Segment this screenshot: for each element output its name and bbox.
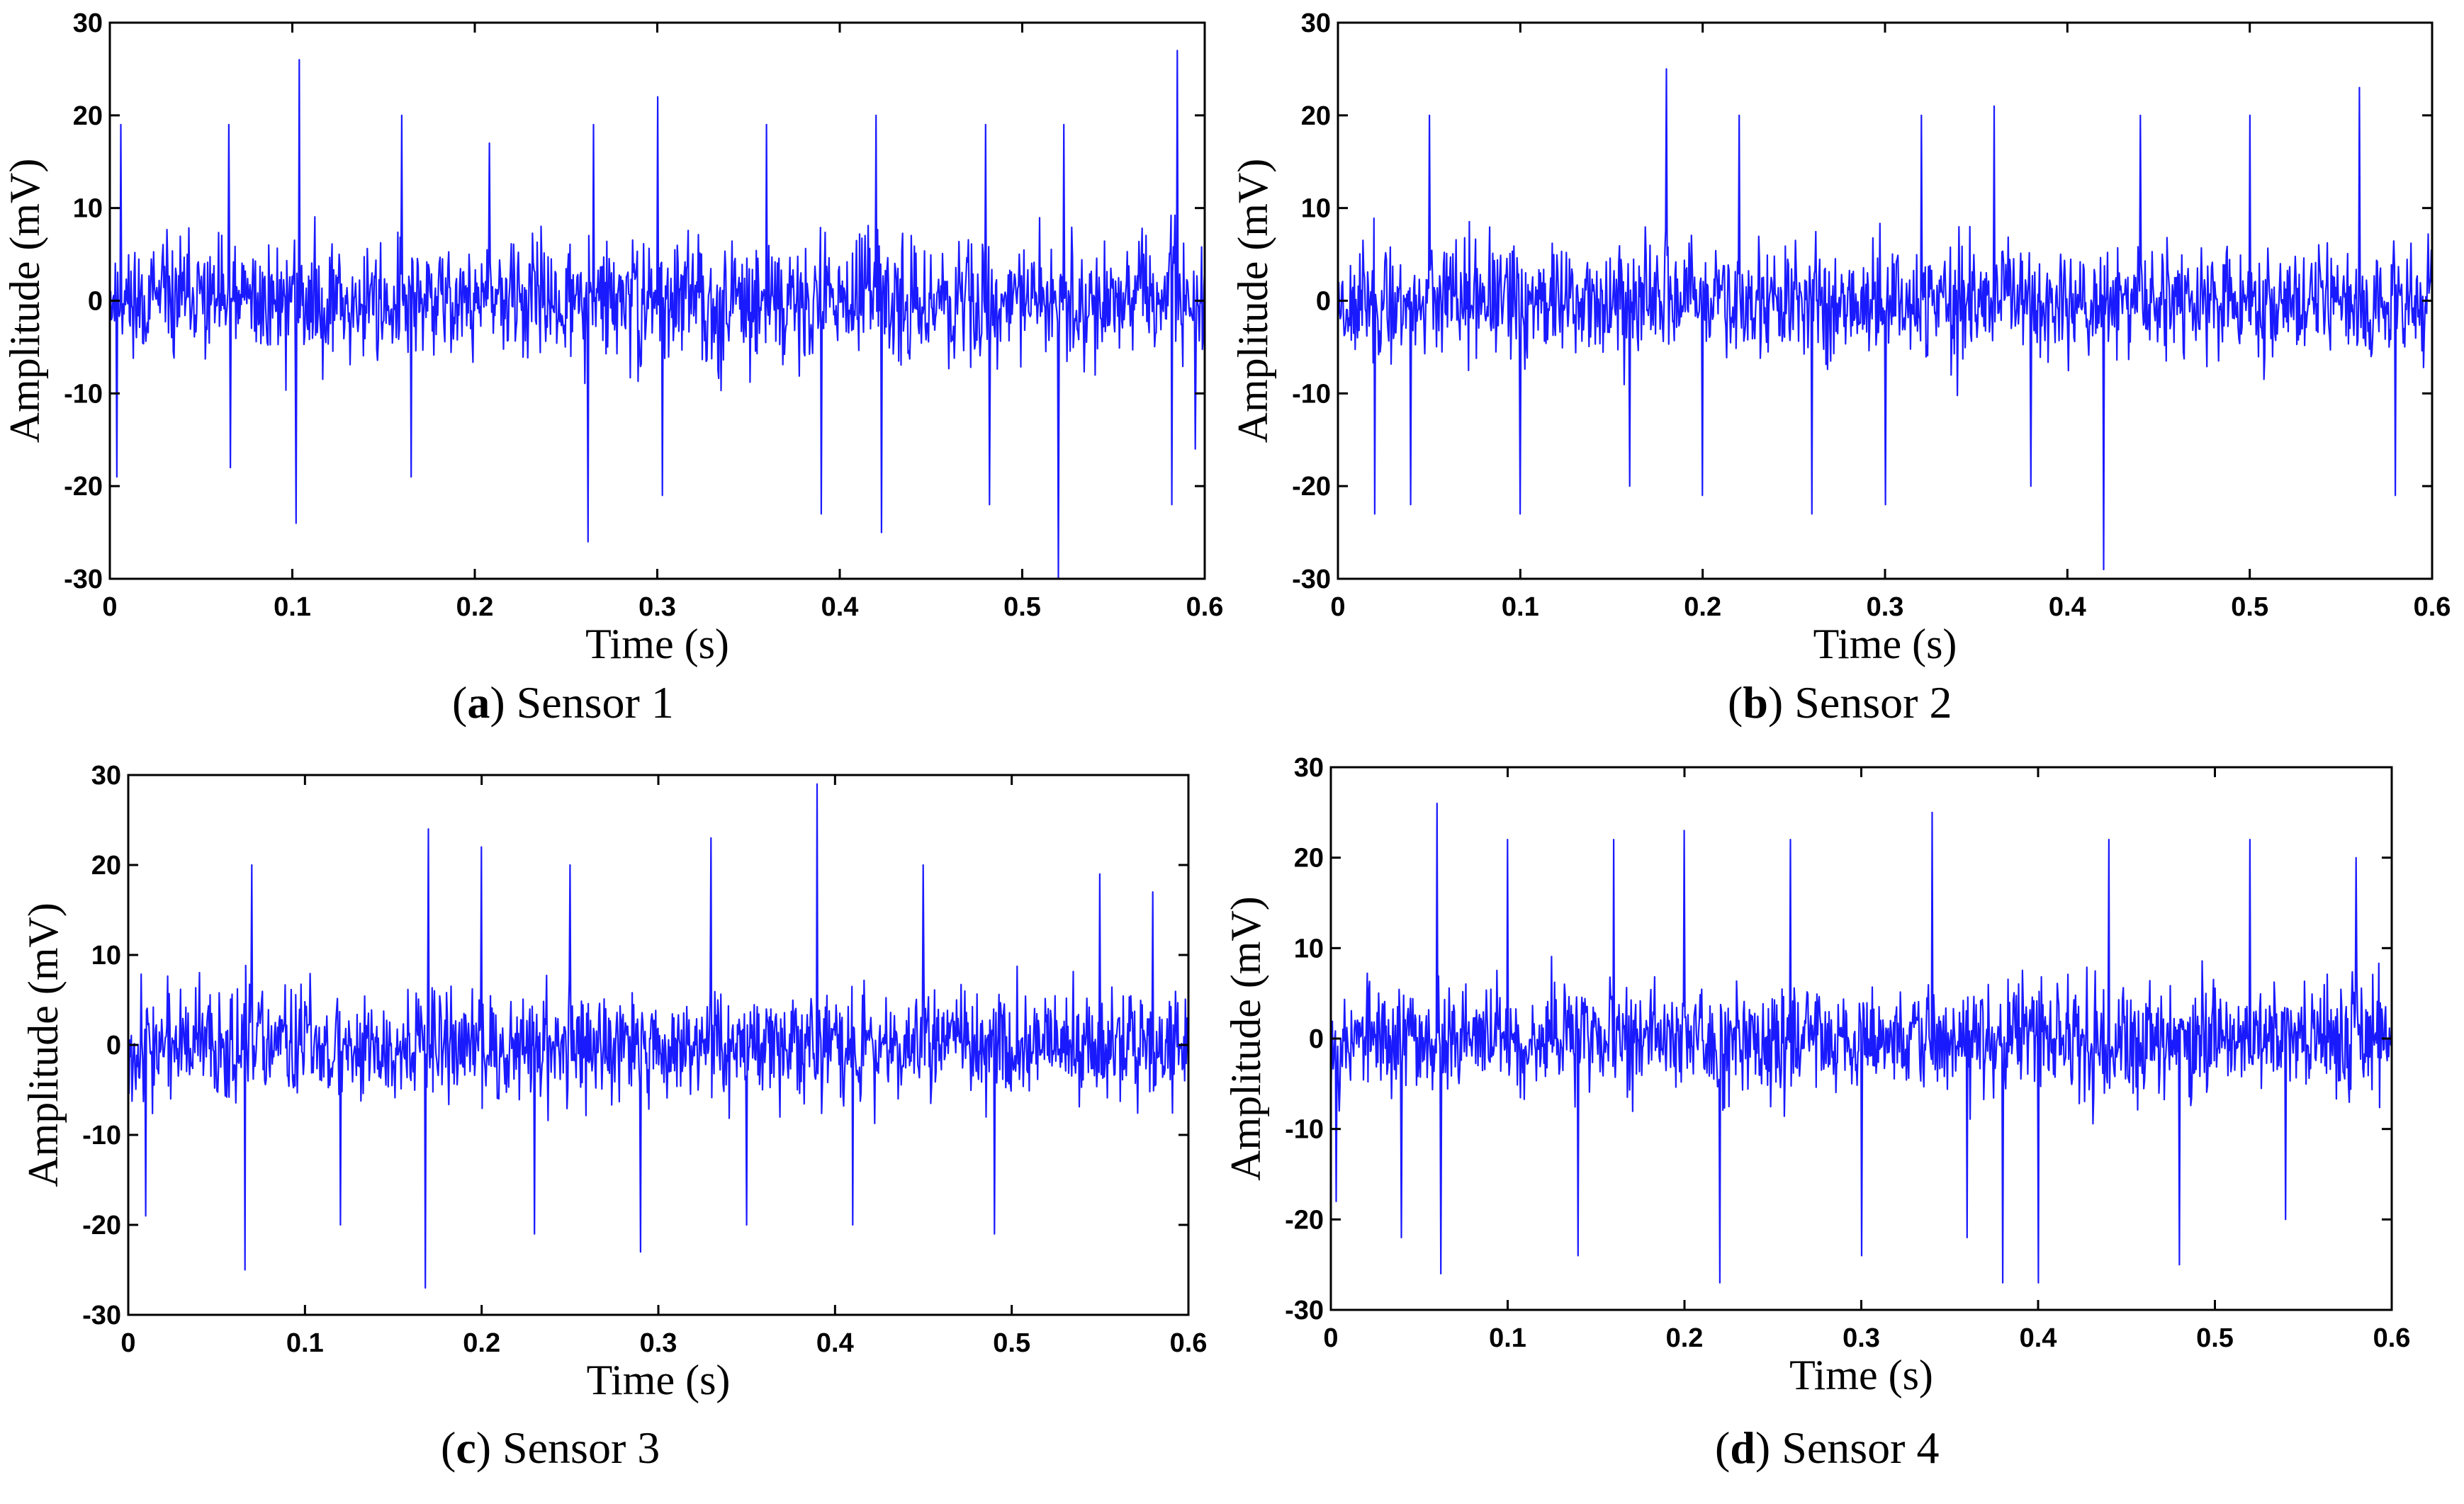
signal-trace-c — [127, 783, 1190, 1289]
y-tick-label: -10 — [1285, 1115, 1324, 1145]
x-tick-label: 0.3 — [1843, 1323, 1880, 1353]
y-tick-label: 20 — [1301, 101, 1331, 131]
x-tick-label: 0.2 — [463, 1328, 500, 1358]
signal-trace-b — [1337, 68, 2434, 570]
y-axis-label: Amplitude (mV) — [1230, 159, 1276, 443]
y-tick-label: -20 — [1292, 472, 1331, 502]
y-tick-label: 0 — [106, 1031, 121, 1061]
y-tick-label: 10 — [73, 194, 103, 224]
x-axis-label: Time (s) — [587, 1357, 731, 1403]
x-tick-label: 0.6 — [1170, 1328, 1208, 1358]
x-tick-label: 0.4 — [2049, 592, 2086, 622]
x-tick-label: 0.2 — [1666, 1323, 1704, 1353]
signal-trace-a — [108, 50, 1206, 580]
y-tick-label: 30 — [1294, 753, 1324, 783]
x-tick-label: 0 — [102, 592, 117, 622]
y-tick-label: -10 — [64, 379, 103, 409]
x-axis-label: Time (s) — [1789, 1352, 1933, 1398]
x-tick-label: 0.6 — [1186, 592, 1224, 622]
x-tick-label: 0.5 — [2231, 592, 2268, 622]
x-tick-label: 0.5 — [1003, 592, 1041, 622]
y-tick-label: 0 — [1309, 1024, 1324, 1054]
y-tick-label: 30 — [73, 9, 103, 38]
y-axis-label: Amplitude (mV) — [1, 159, 48, 443]
x-tick-label: 0.2 — [1684, 592, 1721, 622]
x-tick-label: 0.5 — [2196, 1323, 2234, 1353]
y-tick-label: 10 — [1301, 194, 1331, 224]
x-tick-label: 0.5 — [993, 1328, 1030, 1358]
x-tick-label: 0 — [1330, 592, 1345, 622]
x-tick-label: 0.6 — [2414, 592, 2451, 622]
x-tick-label: 0.6 — [2373, 1323, 2411, 1353]
y-tick-label: -20 — [82, 1211, 121, 1240]
chart-panel-d: 0 0.1 0.2 0.3 0.4 0.5 0.6 -30 -20 -10 0 10 20 30 Time … — [1222, 753, 2410, 1398]
x-axis-label: Time (s) — [585, 621, 729, 667]
chart-panel-c: 0 0.1 0.2 0.3 0.4 0.5 0.6 -30 -20 -10 0 10 20 30 Time … — [20, 761, 1207, 1403]
y-tick-label: 10 — [1294, 934, 1324, 963]
signal-trace-d — [1329, 803, 2392, 1284]
x-tick-label: 0 — [120, 1328, 135, 1358]
y-tick-label: -30 — [64, 565, 103, 594]
y-tick-label: 20 — [73, 101, 103, 131]
y-axis-label: Amplitude (mV) — [20, 903, 67, 1187]
y-tick-label: -30 — [82, 1301, 121, 1330]
x-tick-label: 0.1 — [274, 592, 311, 622]
y-tick-label: 20 — [1294, 844, 1324, 873]
x-tick-label: 0.3 — [638, 592, 676, 622]
caption-b: (b) Sensor 2 — [1728, 677, 1952, 728]
y-tick-label: 0 — [88, 287, 103, 317]
caption-c: (c) Sensor 3 — [441, 1423, 660, 1473]
y-tick-label: -20 — [1285, 1205, 1324, 1235]
x-tick-label: 0.2 — [456, 592, 494, 622]
x-tick-label: 0.3 — [640, 1328, 677, 1358]
caption-a: (a) Sensor 1 — [452, 677, 674, 728]
y-tick-label: -20 — [64, 472, 103, 502]
x-axis-label: Time (s) — [1813, 621, 1957, 667]
y-tick-label: 10 — [91, 941, 121, 971]
y-tick-label: -10 — [1292, 379, 1331, 409]
x-tick-label: 0.1 — [1489, 1323, 1526, 1353]
y-tick-label: -30 — [1285, 1296, 1324, 1325]
x-tick-label: 0.1 — [286, 1328, 324, 1358]
caption-d: (d) Sensor 4 — [1715, 1423, 1940, 1473]
y-tick-label: -10 — [82, 1121, 121, 1150]
x-tick-label: 0.4 — [2020, 1323, 2057, 1353]
x-tick-label: 0.3 — [1867, 592, 1904, 622]
y-tick-label: 20 — [91, 851, 121, 881]
x-tick-label: 0.4 — [816, 1328, 854, 1358]
y-tick-label: 30 — [91, 761, 121, 791]
x-tick-label: 0 — [1323, 1323, 1338, 1353]
x-tick-label: 0.1 — [1502, 592, 1539, 622]
y-tick-label: 30 — [1301, 9, 1331, 38]
y-tick-label: 0 — [1316, 287, 1331, 317]
y-axis-label: Amplitude (mV) — [1222, 896, 1269, 1181]
chart-panel-a: 0 0.1 0.2 0.3 0.4 0.5 0.6 -30 -20 -10 0 10 20 30 Time … — [1, 9, 1223, 667]
chart-panel-b: 0 0.1 0.2 0.3 0.4 0.5 0.6 -30 -20 -10 0 10 20 30 Time … — [1230, 9, 2451, 667]
x-tick-label: 0.4 — [821, 592, 859, 622]
y-tick-label: -30 — [1292, 565, 1331, 594]
